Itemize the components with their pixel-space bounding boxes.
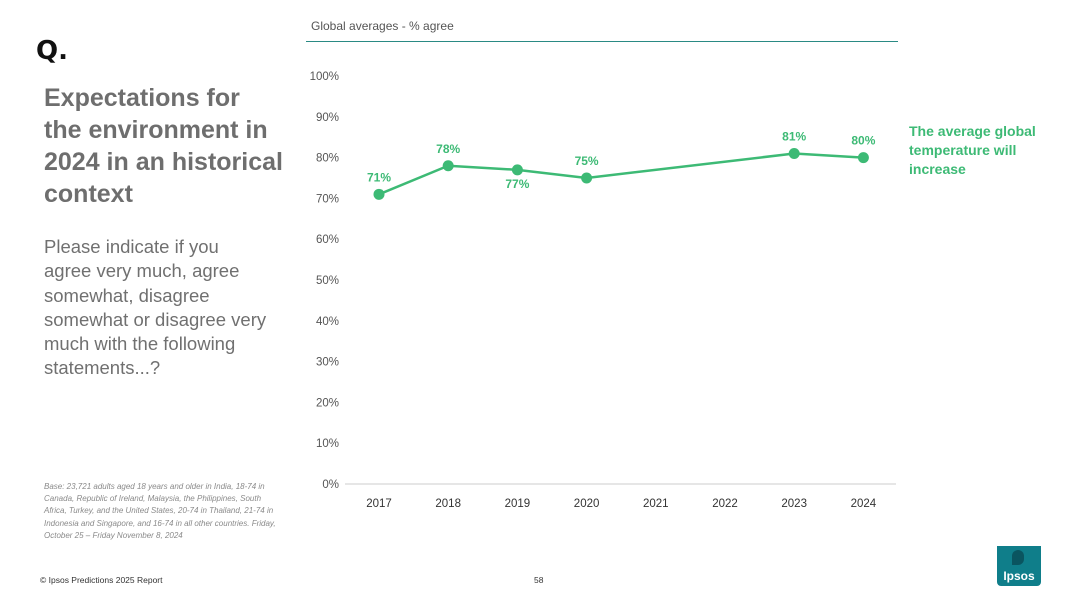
copyright-text: © Ipsos Predictions 2025 Report [40, 575, 163, 585]
x-tick-label: 2018 [435, 498, 461, 510]
slide-title: Expectations for the environment in 2024… [44, 84, 283, 208]
logo-drop-icon [1012, 550, 1024, 565]
x-tick-label: 2017 [366, 498, 392, 510]
data-label: 78% [436, 142, 460, 156]
x-tick-label: 2024 [851, 498, 877, 510]
y-tick-label: 40% [316, 316, 339, 328]
x-tick-label: 2023 [781, 498, 807, 510]
logo-text: Ipsos [1003, 569, 1035, 583]
data-point [857, 152, 869, 164]
y-tick-label: 80% [316, 153, 339, 165]
base-note: Base: 23,721 adults aged 18 years and ol… [44, 482, 276, 540]
y-tick-label: 10% [316, 438, 339, 450]
data-label: 80% [851, 134, 875, 148]
data-point [581, 172, 593, 184]
data-point [788, 148, 800, 160]
x-tick-label: 2021 [643, 498, 669, 510]
data-label: 75% [575, 154, 599, 168]
x-tick-label: 2020 [574, 498, 600, 510]
y-tick-label: 100% [310, 71, 339, 83]
y-tick-label: 30% [316, 357, 339, 369]
y-tick-label: 90% [316, 112, 339, 124]
x-tick-label: 2019 [505, 498, 531, 510]
data-label: 81% [782, 130, 806, 144]
y-tick-label: 0% [322, 479, 339, 491]
series-line [378, 152, 864, 196]
page-number: 58 [534, 575, 544, 585]
data-point [511, 164, 523, 176]
y-tick-label: 50% [316, 275, 339, 287]
y-tick-label: 20% [316, 397, 339, 409]
chart-subtitle: Global averages - % agree [311, 19, 454, 33]
question-marker: Q. [36, 36, 68, 66]
x-tick-label: 2022 [712, 498, 738, 510]
data-point [442, 160, 454, 172]
y-tick-label: 70% [316, 193, 339, 205]
series-label: The average global temperature will incr… [909, 123, 1036, 177]
y-tick-label: 60% [316, 234, 339, 246]
subtitle-rule [306, 41, 898, 42]
data-point [373, 188, 385, 200]
data-label: 71% [367, 170, 391, 184]
ipsos-logo: Ipsos [997, 546, 1041, 586]
data-label: 77% [505, 177, 529, 191]
question-text: Please indicate if you agree very much, … [44, 236, 267, 379]
